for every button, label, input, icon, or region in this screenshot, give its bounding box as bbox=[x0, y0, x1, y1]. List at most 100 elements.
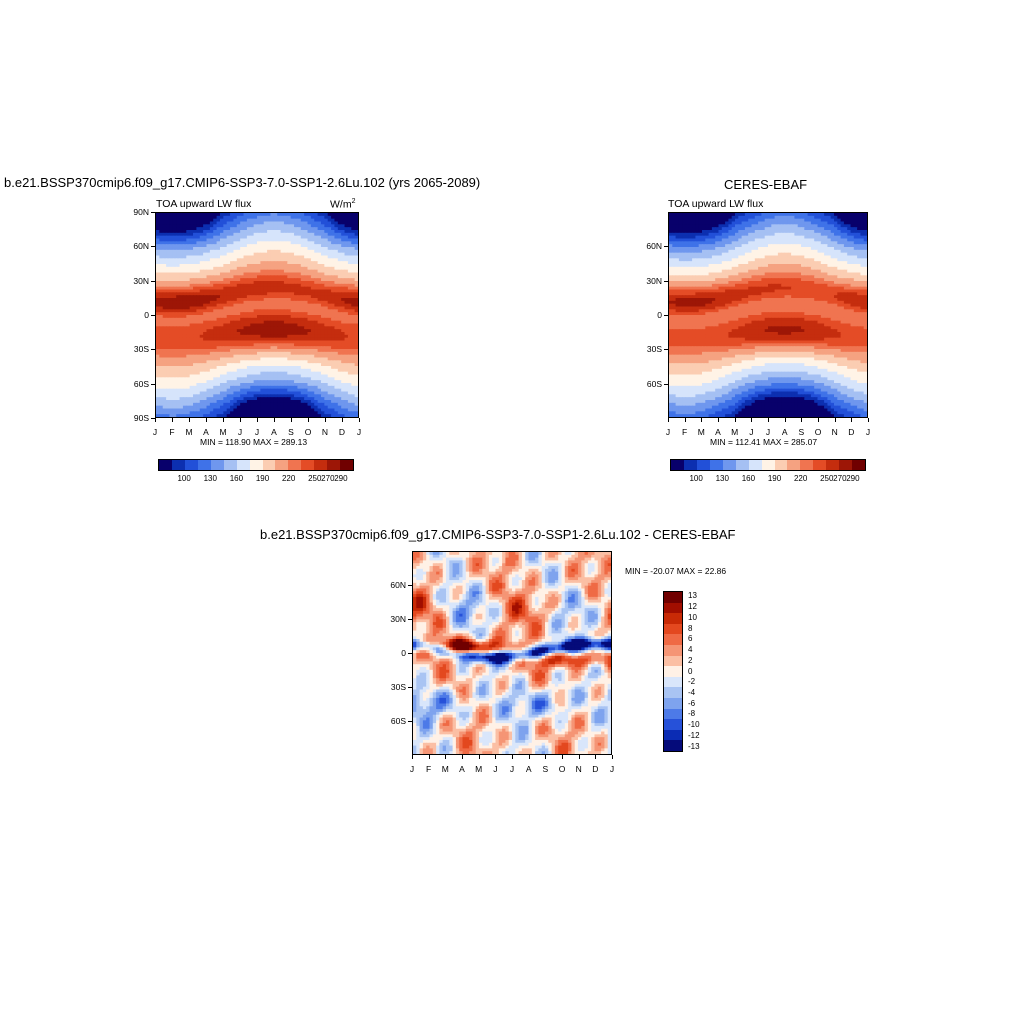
heatmap-cell bbox=[179, 337, 184, 342]
heatmap-cell bbox=[300, 408, 305, 412]
heatmap-cell bbox=[233, 391, 238, 395]
heatmap-cell bbox=[738, 213, 743, 217]
heatmap-cell bbox=[240, 337, 245, 342]
heatmap-cell bbox=[310, 215, 315, 220]
heatmap-cell bbox=[223, 414, 228, 417]
heatmap-cell bbox=[186, 346, 191, 350]
heatmap-cell bbox=[748, 213, 753, 217]
heatmap-cell bbox=[226, 295, 231, 299]
heatmap-cell bbox=[193, 306, 197, 310]
heatmap-cell bbox=[179, 312, 184, 316]
heatmap-cell bbox=[334, 269, 339, 274]
heatmap-cell bbox=[162, 249, 167, 254]
heatmap-cell bbox=[685, 235, 690, 240]
heatmap-cell bbox=[840, 215, 845, 220]
heatmap-cell bbox=[216, 289, 221, 293]
heatmap-cell bbox=[304, 300, 309, 305]
heatmap-cell bbox=[253, 414, 258, 417]
heatmap-cell bbox=[179, 368, 184, 373]
heatmap-cell bbox=[300, 227, 305, 231]
heatmap-cell bbox=[193, 295, 197, 299]
heatmap-cell bbox=[169, 323, 174, 327]
heatmap-cell bbox=[260, 298, 265, 302]
heatmap-cell bbox=[718, 230, 723, 234]
heatmap-cell bbox=[850, 230, 855, 234]
heatmap-cell bbox=[718, 227, 723, 231]
heatmap-cell bbox=[257, 303, 261, 308]
heatmap-cell bbox=[324, 343, 329, 347]
heatmap-cell bbox=[344, 351, 349, 356]
heatmap-cell bbox=[277, 227, 282, 231]
heatmap-cell bbox=[337, 247, 342, 251]
heatmap-cell bbox=[182, 241, 187, 245]
heatmap-cell bbox=[182, 261, 187, 265]
heatmap-cell bbox=[304, 329, 309, 333]
heatmap-cell bbox=[317, 309, 322, 313]
heatmap-cell bbox=[294, 227, 298, 231]
heatmap-cell bbox=[172, 255, 177, 259]
heatmap-cell bbox=[162, 312, 167, 316]
heatmap-cell bbox=[169, 266, 174, 271]
heatmap-cell bbox=[223, 383, 228, 387]
heatmap-cell bbox=[294, 264, 298, 268]
heatmap-cell bbox=[223, 255, 228, 259]
heatmap-cell bbox=[206, 266, 211, 271]
heatmap-cell bbox=[199, 391, 204, 395]
heatmap-cell bbox=[738, 230, 743, 234]
heatmap-cell bbox=[771, 235, 776, 240]
heatmap-cell bbox=[172, 366, 177, 370]
heatmap-cell bbox=[169, 275, 174, 279]
heatmap-cell bbox=[270, 215, 275, 220]
heatmap-cell bbox=[810, 238, 815, 242]
heatmap-cell bbox=[273, 397, 278, 401]
heatmap-cell bbox=[695, 218, 700, 223]
heatmap-cell bbox=[294, 258, 298, 262]
heatmap-cell bbox=[807, 221, 812, 225]
heatmap-cell bbox=[246, 281, 251, 285]
heatmap-cell bbox=[317, 224, 322, 228]
heatmap-cell bbox=[341, 385, 346, 390]
heatmap-cell bbox=[166, 281, 171, 285]
heatmap-cell bbox=[324, 366, 329, 370]
heatmap-cell bbox=[172, 269, 177, 274]
heatmap-cell bbox=[223, 218, 228, 223]
heatmap-cell bbox=[213, 363, 218, 367]
heatmap-cell bbox=[344, 213, 349, 217]
heatmap-cell bbox=[320, 343, 325, 347]
heatmap-cell bbox=[334, 213, 339, 217]
heatmap-cell bbox=[257, 383, 261, 387]
heatmap-cell bbox=[751, 238, 756, 242]
heatmap-cell bbox=[250, 278, 255, 282]
heatmap-cell bbox=[203, 255, 208, 259]
heatmap-cell bbox=[669, 241, 673, 245]
heatmap-cell bbox=[179, 346, 184, 350]
heatmap-cell bbox=[307, 224, 312, 228]
heatmap-cell bbox=[804, 235, 809, 240]
heatmap-cell bbox=[807, 232, 812, 237]
heatmap-cell bbox=[253, 295, 258, 299]
heatmap-cell bbox=[705, 213, 710, 217]
heatmap-cell bbox=[354, 303, 358, 308]
heatmap-cell bbox=[246, 221, 251, 225]
heatmap-cell bbox=[294, 230, 298, 234]
heatmap-cell bbox=[287, 377, 292, 381]
heatmap-cell bbox=[735, 221, 739, 225]
heatmap-cell bbox=[669, 218, 673, 223]
heatmap-cell bbox=[290, 312, 295, 316]
heatmap-cell bbox=[294, 289, 298, 293]
heatmap-cell bbox=[213, 360, 218, 364]
heatmap-cell bbox=[156, 232, 160, 237]
heatmap-cell bbox=[317, 351, 322, 356]
heatmap-cell bbox=[186, 337, 191, 342]
heatmap-cell bbox=[277, 414, 282, 417]
heatmap-cell bbox=[203, 371, 208, 376]
heatmap-cell bbox=[297, 309, 302, 313]
heatmap-cell bbox=[253, 213, 258, 217]
heatmap-cell bbox=[708, 238, 713, 242]
heatmap-cell bbox=[186, 405, 191, 410]
heatmap-cell bbox=[196, 414, 201, 417]
heatmap-cell bbox=[837, 232, 842, 237]
heatmap-cell bbox=[300, 292, 305, 296]
heatmap-cell bbox=[814, 230, 819, 234]
heatmap-cell bbox=[297, 380, 302, 384]
